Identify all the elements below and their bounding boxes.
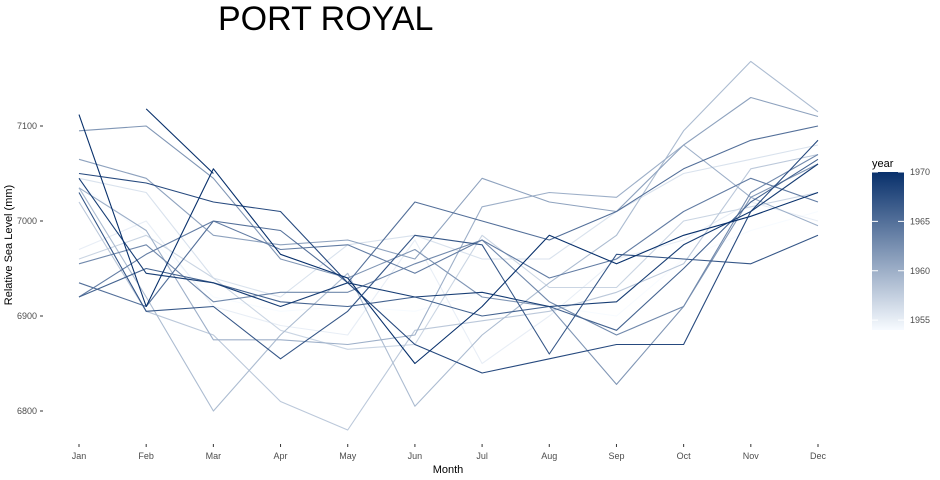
x-tick-label-Aug: Aug <box>541 451 557 461</box>
x-tick-label-Nov: Nov <box>743 451 760 461</box>
series-line-1959-5 <box>78 60 819 412</box>
x-tick-label-Feb: Feb <box>138 451 154 461</box>
y-tick-label-7100: 7100 <box>17 121 37 131</box>
series-line-1967-13 <box>78 192 819 360</box>
series-line-1960-6 <box>78 144 819 346</box>
series-line-1958-4 <box>78 153 819 431</box>
legend-colorbar <box>872 172 904 330</box>
series-lines <box>78 60 819 431</box>
y-tick-label-6800: 6800 <box>17 406 37 416</box>
series-line-1968-14 <box>78 139 819 374</box>
x-tick-label-Dec: Dec <box>810 451 827 461</box>
legend-ticks: 1955 1960 1965 1970 <box>872 167 930 325</box>
legend-title: year <box>872 158 894 170</box>
legend-label-1965: 1965 <box>910 216 930 226</box>
series-line-1962-8 <box>78 125 819 385</box>
y-tick-label-6900: 6900 <box>17 311 37 321</box>
series-line-1954-0 <box>78 182 819 317</box>
y-axis: 6800 6900 7000 7100 <box>17 121 43 416</box>
x-tick-label-Sep: Sep <box>608 451 624 461</box>
x-tick-label-Jan: Jan <box>72 451 87 461</box>
legend-label-1955: 1955 <box>910 315 930 325</box>
series-line-1956-2 <box>78 144 819 298</box>
series-line-1969-15 <box>78 163 819 308</box>
x-tick-label-Jul: Jul <box>476 451 488 461</box>
series-line-1957-3 <box>78 191 819 350</box>
x-tick-label-Apr: Apr <box>274 451 288 461</box>
x-tick-label-Oct: Oct <box>677 451 692 461</box>
series-line-1970-17 <box>145 108 214 174</box>
legend-label-1960: 1960 <box>910 266 930 276</box>
y-tick-label-7000: 7000 <box>17 216 37 226</box>
series-line-1965-11 <box>78 125 819 308</box>
x-tick-label-Jun: Jun <box>408 451 423 461</box>
series-line-1966-12 <box>78 158 819 331</box>
chart-title: PORT ROYAL <box>218 0 433 38</box>
year-legend: year 1955 1960 1965 1970 <box>872 158 930 330</box>
x-tick-label-Mar: Mar <box>206 451 222 461</box>
y-axis-label: Relative Sea Level (mm) <box>3 185 15 305</box>
legend-label-1970: 1970 <box>910 167 930 177</box>
series-line-1963-9 <box>78 154 819 336</box>
series-line-1961-7 <box>78 96 819 260</box>
x-axis: Jan Feb Mar Apr May Jun Jul Aug Sep Oct Nov Dec <box>72 444 827 461</box>
x-axis-label: Month <box>433 464 464 476</box>
series-line-1970-16 <box>78 114 819 365</box>
series-line-1955-1 <box>78 201 819 365</box>
x-tick-label-May: May <box>339 451 357 461</box>
series-line-1964-10 <box>78 177 819 298</box>
